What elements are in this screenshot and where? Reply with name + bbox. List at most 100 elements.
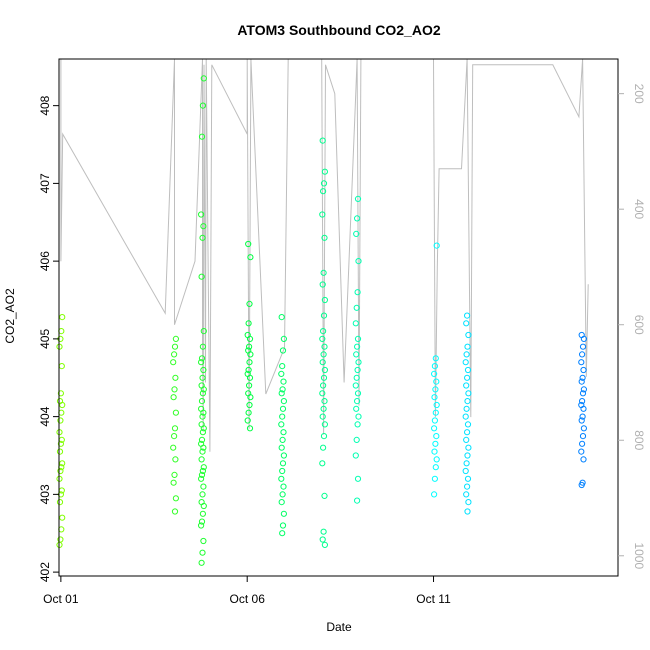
data-point [354,398,361,405]
data-point [280,378,287,385]
data-point [200,464,207,471]
data-point [352,382,359,389]
data-point [433,242,440,249]
data-point [578,417,585,424]
data-point [354,475,362,482]
data-point [465,444,472,451]
data-point [278,314,285,321]
data-point [170,479,177,486]
data-point [278,370,285,377]
data-point [464,452,471,459]
data-point [279,460,287,467]
data-point [353,374,360,381]
data-point [172,374,179,381]
data-point [353,304,360,311]
data-point [279,386,286,393]
data-point [579,479,586,486]
x-tick-label: Oct 01 [43,592,79,606]
data-point [354,497,361,504]
data-point [579,433,587,440]
data-point [244,331,251,339]
data-point [353,436,360,443]
data-point [171,508,179,515]
data-point [320,433,328,440]
data-point [463,436,470,443]
data-point [464,398,471,405]
data-point [579,398,586,405]
data-point [279,467,286,475]
data-point [170,359,177,366]
data-point [57,536,64,543]
data-point [59,314,66,321]
data-point [319,390,326,397]
data-point [578,448,585,455]
data-point [245,409,252,416]
data-point [198,436,206,443]
data-point [464,366,472,374]
data-point [578,331,585,339]
data-point [354,421,361,428]
data-point [246,425,254,432]
data-point [353,405,360,412]
data-point [200,75,207,82]
data-point [58,363,65,370]
data-point [464,483,471,490]
data-point [171,351,178,358]
data-point [578,359,585,366]
data-point [246,300,253,307]
data-point [465,331,472,339]
data-point [198,359,205,366]
data-point [198,499,205,506]
y-tick-label: 406 [38,251,52,271]
data-point [198,518,206,525]
data-point [580,425,588,432]
data-point [246,401,253,409]
data-point [172,335,179,342]
axes: 402 403 404 405 406 407 408 Oct 01 Oct 06 Oct 11 2… [38,84,646,606]
data-point [200,328,207,335]
data-point [278,390,285,397]
data-point [320,374,328,381]
data-point [246,382,253,389]
data-point [198,211,205,218]
data-point [463,351,470,358]
data-point [579,374,586,381]
data-point [199,413,206,420]
data-point [321,366,328,374]
data-point [198,440,205,447]
data-point [198,475,205,482]
data-point [319,359,326,366]
data-point [247,254,254,261]
data-point [57,390,65,397]
data-point [57,417,64,424]
y-tick-label: 404 [38,406,52,426]
data-point [320,328,327,335]
data-point [279,491,286,498]
data-point [463,382,470,389]
data-point [199,390,206,397]
data-point [463,405,470,412]
data-point [199,549,206,556]
data-point [463,460,470,467]
data-point [245,390,252,397]
data-point [464,312,471,319]
data-point [464,374,471,381]
data-point [171,425,179,432]
data-point [319,281,326,288]
data-point [353,351,360,358]
data-point [580,456,587,463]
data-point [245,320,252,327]
data-point [320,351,327,358]
data-point [199,448,206,455]
data-point [245,240,252,248]
x-axis-label: Date [326,620,352,634]
data-point [278,499,285,506]
data-point [354,343,361,350]
data-point [279,405,287,412]
data-point [433,433,440,440]
data-point [465,499,472,506]
data-point [198,382,205,389]
data-point [431,417,438,424]
data-point [280,452,287,459]
x-tick-label: Oct 11 [416,592,451,606]
